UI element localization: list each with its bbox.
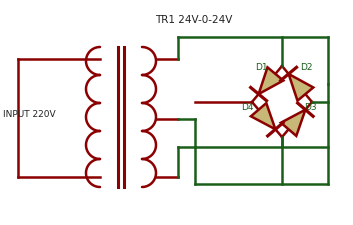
Text: INPUT 220V: INPUT 220V: [3, 110, 56, 119]
Text: D3: D3: [304, 103, 317, 112]
Text: D2: D2: [300, 63, 312, 72]
Polygon shape: [289, 75, 313, 101]
Text: D4: D4: [241, 103, 253, 112]
Polygon shape: [281, 110, 305, 136]
Text: TR1 24V-0-24V: TR1 24V-0-24V: [155, 15, 232, 25]
Text: D1: D1: [255, 63, 268, 72]
Polygon shape: [259, 68, 283, 95]
Polygon shape: [251, 104, 275, 130]
